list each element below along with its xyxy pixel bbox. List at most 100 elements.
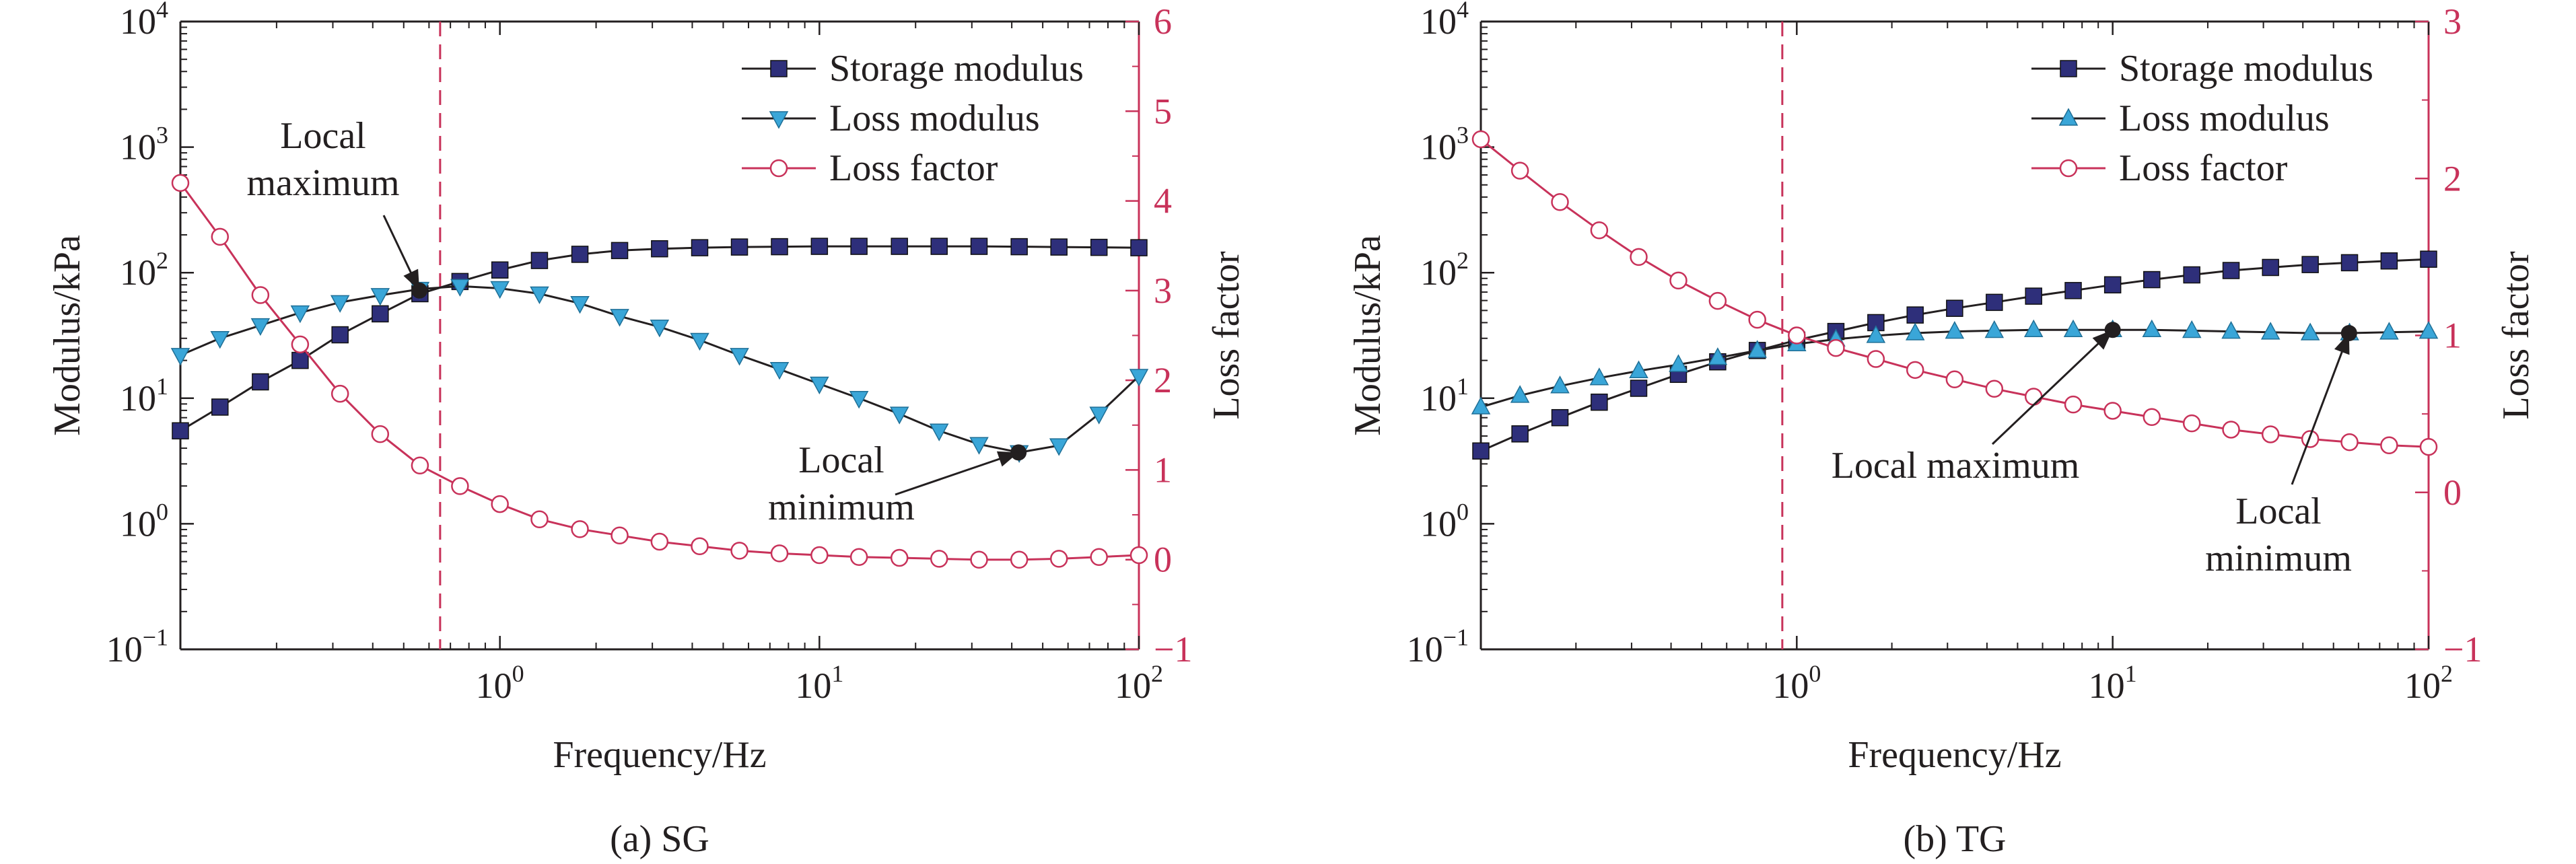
data-point <box>690 332 709 351</box>
data-point <box>370 288 390 306</box>
data-point <box>1130 239 1148 256</box>
y-tick-label: 10−1 <box>106 624 168 670</box>
y-tick-label: 104 <box>120 0 168 42</box>
data-point <box>2260 322 2281 340</box>
y-tick-label: 103 <box>1420 122 1469 168</box>
annotation-arrowhead <box>996 451 1019 467</box>
data-point <box>571 246 589 263</box>
data-point <box>2222 421 2240 439</box>
series-line-1 <box>180 285 1140 454</box>
data-point <box>1630 380 1648 397</box>
data-point <box>2340 433 2359 452</box>
y-tick-label: 101 <box>120 373 168 419</box>
data-point <box>250 318 271 336</box>
y2-tick-label: 1 <box>2443 316 2462 356</box>
x-axis-title: Frequency/Hz <box>553 734 766 776</box>
y2-tick-label: 2 <box>2443 158 2462 199</box>
x-tick-label: 101 <box>2089 660 2137 706</box>
data-point <box>291 351 309 369</box>
data-point <box>1010 238 1028 256</box>
y2-tick-label: 0 <box>2443 472 2462 513</box>
data-point <box>2143 271 2161 289</box>
data-point <box>451 477 469 495</box>
data-point <box>730 348 749 366</box>
annotation-arrow <box>895 451 1019 496</box>
data-point <box>1591 393 1608 411</box>
data-point <box>1050 238 1068 256</box>
annotation-text: Local <box>280 115 365 157</box>
data-point <box>2301 430 2320 448</box>
data-point <box>810 376 829 395</box>
data-point <box>2301 256 2319 273</box>
data-point <box>849 548 868 566</box>
data-point <box>491 261 509 279</box>
data-point <box>691 537 709 555</box>
legend-label: Loss factor <box>829 147 998 189</box>
data-point <box>1827 338 1845 357</box>
data-point <box>1089 406 1109 425</box>
data-point <box>1129 369 1149 387</box>
data-point <box>891 238 908 255</box>
data-point <box>171 174 190 192</box>
series-line-1 <box>1480 328 2429 408</box>
y-tick-label: 10−1 <box>1407 624 1469 670</box>
y-tick-label: 100 <box>1420 498 1469 544</box>
y-axis-title: Modulus/kPa <box>1347 235 1389 436</box>
chart-panel-sg: 100 101 102 10−1 100 101 102 103 104 −1 0 1 2 3 4 5 6 Fre… <box>46 0 1247 860</box>
data-point <box>1945 370 1964 389</box>
data-point <box>1985 380 2004 398</box>
data-point <box>2183 266 2200 284</box>
data-point <box>1986 293 2003 312</box>
data-point <box>769 362 790 380</box>
y-tick-label: 102 <box>1420 247 1469 293</box>
data-point <box>1708 291 1727 310</box>
y2-tick-label: 1 <box>1154 449 1172 490</box>
data-point <box>211 398 229 416</box>
data-point <box>1866 325 1886 343</box>
data-point <box>2340 254 2359 272</box>
y2-tick-label: 5 <box>1154 91 1172 131</box>
data-point <box>291 335 310 354</box>
data-point <box>650 532 669 551</box>
legend-marker <box>769 159 788 178</box>
data-point <box>2143 408 2161 427</box>
y-axis-title: Modulus/kPa <box>46 235 88 436</box>
data-point <box>450 279 470 297</box>
data-point <box>170 348 190 366</box>
legend-label: Loss modulus <box>829 98 1040 139</box>
data-point <box>1049 438 1069 456</box>
data-point <box>2103 402 2122 420</box>
legend-label: Loss modulus <box>2119 98 2330 139</box>
data-point <box>611 242 629 260</box>
y2-tick-label: 3 <box>1154 271 1172 311</box>
annotation-text: Local <box>798 439 884 481</box>
data-point <box>2182 320 2202 338</box>
y2-tick-label: −1 <box>2443 629 2482 670</box>
data-point <box>1747 340 1767 358</box>
data-point <box>570 296 590 314</box>
y-tick-label: 100 <box>120 498 168 544</box>
data-point <box>571 520 589 538</box>
data-point <box>1010 550 1029 569</box>
data-point <box>331 326 349 344</box>
y-tick-label: 104 <box>1420 0 1469 42</box>
annotation-text: maximum <box>246 162 399 204</box>
annotation-text: Local maximum <box>1832 445 2080 487</box>
data-point <box>1090 238 1108 256</box>
data-point <box>2221 321 2241 339</box>
data-point <box>970 550 988 569</box>
legend-label: Storage modulus <box>2119 48 2373 89</box>
data-point <box>2222 262 2240 279</box>
data-point <box>330 295 350 313</box>
data-point <box>1906 361 1924 380</box>
data-point <box>930 550 948 568</box>
data-point <box>1984 320 2005 338</box>
data-point <box>1590 221 1609 240</box>
data-point <box>1510 385 1530 403</box>
figure-caption: (b) TG <box>1904 818 2007 860</box>
data-point <box>2300 322 2320 340</box>
data-point <box>730 542 749 560</box>
annotation-arrowhead <box>403 268 420 291</box>
data-point <box>1471 130 1490 149</box>
